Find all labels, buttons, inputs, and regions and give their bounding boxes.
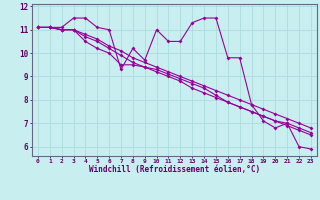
X-axis label: Windchill (Refroidissement éolien,°C): Windchill (Refroidissement éolien,°C) [89, 165, 260, 174]
